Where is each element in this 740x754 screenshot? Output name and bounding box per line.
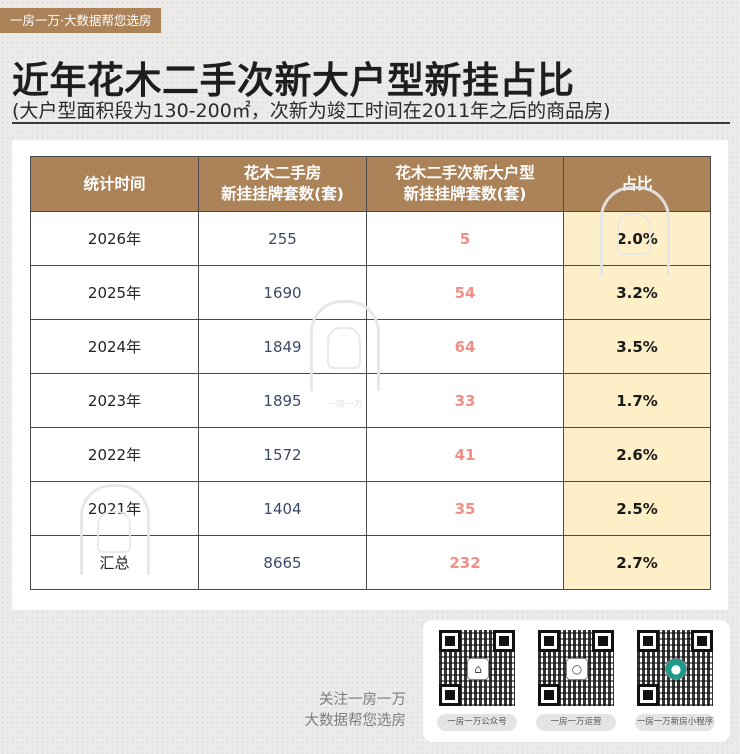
period-cell: 2021年 <box>30 481 199 536</box>
large-listings-cell: 64 <box>366 319 564 374</box>
period-cell: 2022年 <box>30 427 199 482</box>
subtitle-underline <box>12 122 730 124</box>
qr-code-icon: ○ <box>538 630 614 706</box>
follow-line-2: 大数据帮您选房 <box>304 713 407 729</box>
qr-label: 一房一万运营 <box>536 714 616 731</box>
qr-label: 一房一万新房小程序 <box>635 714 715 731</box>
follow-line-1: 关注一房一万 <box>319 692 406 708</box>
table-card: 统计时间 花木二手房 新挂挂牌套数(套) 花木二手次新大户型 新挂挂牌套数(套)… <box>12 140 728 610</box>
period-cell: 2024年 <box>30 319 199 374</box>
follow-prompt: 关注一房一万 大数据帮您选房 <box>305 690 407 732</box>
page-title: 近年花木二手次新大户型新挂占比 <box>12 59 575 102</box>
total-listings-cell: 1404 <box>198 481 367 536</box>
period-cell: 汇总 <box>30 535 199 590</box>
qr-label: 一房一万公众号 <box>437 714 517 731</box>
watermark-logo-icon <box>600 186 670 277</box>
avatar-icon: ● <box>665 658 687 680</box>
table-row: 2022年 1572 41 2.6% <box>30 427 711 482</box>
header-ratio: 占比 <box>563 156 711 212</box>
large-listings-cell: 41 <box>366 427 564 482</box>
ratio-cell: 2.6% <box>563 427 711 482</box>
header-total-listings: 花木二手房 新挂挂牌套数(套) <box>198 156 367 212</box>
qr-code-icon: ● <box>637 630 713 706</box>
qr-code-icon: ⌂ <box>439 630 515 706</box>
period-cell: 2026年 <box>30 211 199 266</box>
period-cell: 2025年 <box>30 265 199 320</box>
house-icon: ⌂ <box>467 658 489 680</box>
watermark-logo-icon: 一房一万 <box>310 300 380 410</box>
ratio-cell: 2.7% <box>563 535 711 590</box>
header-large-listings: 花木二手次新大户型 新挂挂牌套数(套) <box>366 156 564 212</box>
large-listings-cell: 5 <box>366 211 564 266</box>
listing-ratio-table: 统计时间 花木二手房 新挂挂牌套数(套) 花木二手次新大户型 新挂挂牌套数(套)… <box>30 156 711 590</box>
page-subtitle: (大户型面积段为130-200㎡，次新为竣工时间在2011年之后的商品房) <box>12 100 611 122</box>
brand-tag: 一房一万·大数据帮您选房 <box>0 8 162 33</box>
ratio-cell: 3.5% <box>563 319 711 374</box>
table-row: 2021年 1404 35 2.5% <box>30 481 711 536</box>
table-row-total: 汇总 8665 232 2.7% <box>30 535 711 590</box>
qr-panel: ⌂ 一房一万公众号 ○ 一房一万运营 ● 一房一万新房小程序 <box>423 620 730 742</box>
total-listings-cell: 8665 <box>198 535 367 590</box>
header-period: 统计时间 <box>30 156 199 212</box>
chat-icon: ○ <box>566 658 588 680</box>
qr-official-account[interactable]: ⌂ 一房一万公众号 <box>435 630 519 731</box>
total-listings-cell: 255 <box>198 211 367 266</box>
qr-mini-program[interactable]: ● 一房一万新房小程序 <box>633 630 717 731</box>
watermark-logo-icon <box>80 484 150 575</box>
large-listings-cell: 232 <box>366 535 564 590</box>
table-header-row: 统计时间 花木二手房 新挂挂牌套数(套) 花木二手次新大户型 新挂挂牌套数(套)… <box>30 156 711 212</box>
period-cell: 2023年 <box>30 373 199 428</box>
ratio-cell: 3.2% <box>563 265 711 320</box>
ratio-cell: 1.7% <box>563 373 711 428</box>
table-row: 2025年 1690 54 3.2% <box>30 265 711 320</box>
large-listings-cell: 54 <box>366 265 564 320</box>
total-listings-cell: 1572 <box>198 427 367 482</box>
watermark-text: 一房一万 <box>326 400 363 410</box>
large-listings-cell: 33 <box>366 373 564 428</box>
qr-operations[interactable]: ○ 一房一万运营 <box>534 630 618 731</box>
large-listings-cell: 35 <box>366 481 564 536</box>
ratio-cell: 2.5% <box>563 481 711 536</box>
